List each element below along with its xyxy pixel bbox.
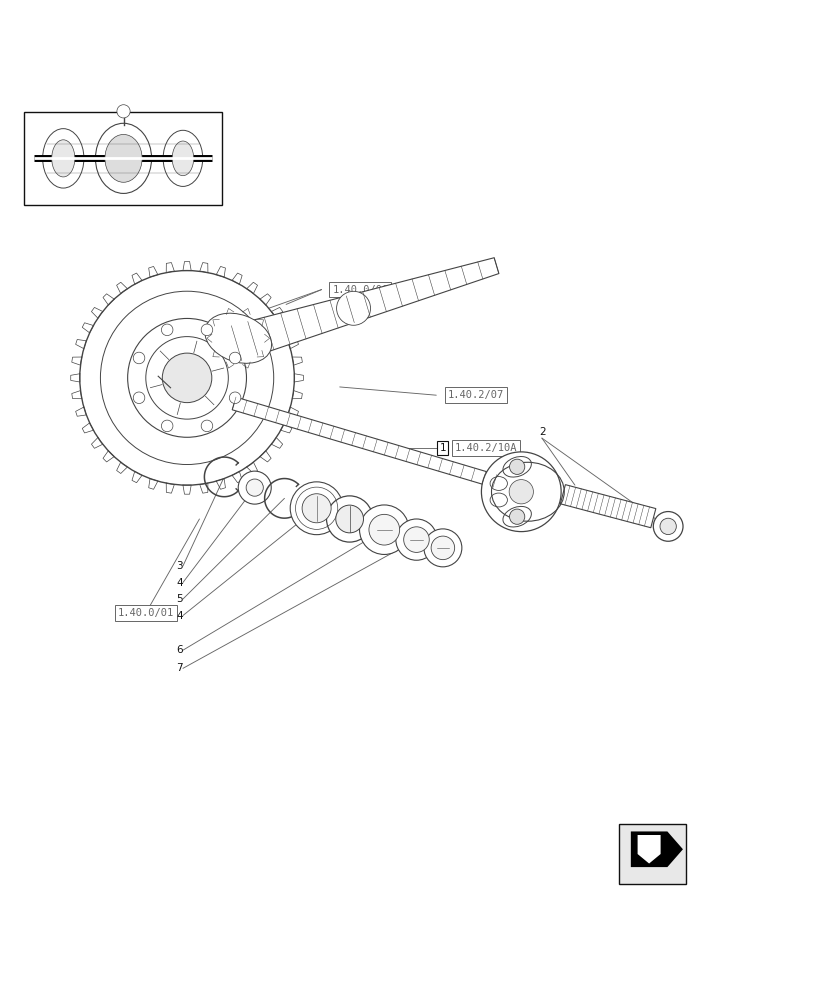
Ellipse shape <box>502 506 531 527</box>
Text: 4: 4 <box>176 578 183 588</box>
Text: 1: 1 <box>439 443 446 453</box>
Circle shape <box>509 509 524 524</box>
Ellipse shape <box>172 141 194 176</box>
Circle shape <box>127 318 246 437</box>
Circle shape <box>146 337 228 419</box>
Circle shape <box>326 496 372 542</box>
Circle shape <box>395 519 437 560</box>
Text: 1.40.2/10A: 1.40.2/10A <box>454 443 516 453</box>
Circle shape <box>290 482 342 535</box>
Circle shape <box>229 392 241 404</box>
Circle shape <box>133 392 145 404</box>
Text: 6: 6 <box>176 645 183 655</box>
Ellipse shape <box>95 123 151 193</box>
FancyBboxPatch shape <box>618 824 686 884</box>
Text: 5: 5 <box>176 594 183 604</box>
Circle shape <box>509 459 524 474</box>
Ellipse shape <box>490 477 507 490</box>
Circle shape <box>359 505 409 554</box>
Circle shape <box>480 452 561 532</box>
Ellipse shape <box>502 457 531 477</box>
FancyBboxPatch shape <box>24 112 222 205</box>
Circle shape <box>161 420 173 432</box>
Circle shape <box>369 514 399 545</box>
Circle shape <box>162 353 212 403</box>
Polygon shape <box>231 258 499 361</box>
Circle shape <box>659 518 676 535</box>
Circle shape <box>238 471 271 504</box>
Text: 1.40.2/07: 1.40.2/07 <box>447 390 504 400</box>
Ellipse shape <box>51 140 74 177</box>
Circle shape <box>201 324 213 336</box>
Ellipse shape <box>163 130 203 186</box>
Circle shape <box>117 105 130 118</box>
Circle shape <box>404 527 428 552</box>
Text: 7: 7 <box>176 663 183 673</box>
Circle shape <box>302 494 331 523</box>
Circle shape <box>336 505 363 533</box>
Circle shape <box>423 529 461 567</box>
Circle shape <box>431 536 454 560</box>
Polygon shape <box>637 835 660 864</box>
Circle shape <box>509 480 533 504</box>
Text: 1.40.0/06: 1.40.0/06 <box>332 285 388 295</box>
Circle shape <box>229 352 241 364</box>
Circle shape <box>201 420 213 432</box>
Circle shape <box>100 291 274 465</box>
Ellipse shape <box>204 313 271 363</box>
Text: 3: 3 <box>176 561 183 571</box>
Polygon shape <box>630 831 682 867</box>
Ellipse shape <box>43 129 84 188</box>
Polygon shape <box>232 397 496 487</box>
Ellipse shape <box>490 493 507 507</box>
Circle shape <box>133 352 145 364</box>
Text: 1.40.0/01: 1.40.0/01 <box>117 608 174 618</box>
Ellipse shape <box>105 134 142 182</box>
Circle shape <box>79 271 294 485</box>
Circle shape <box>246 479 263 496</box>
Circle shape <box>161 324 173 336</box>
Text: 2: 2 <box>538 427 545 437</box>
Polygon shape <box>560 485 655 528</box>
Circle shape <box>653 512 682 541</box>
Text: 4: 4 <box>176 611 183 621</box>
Circle shape <box>336 291 370 325</box>
